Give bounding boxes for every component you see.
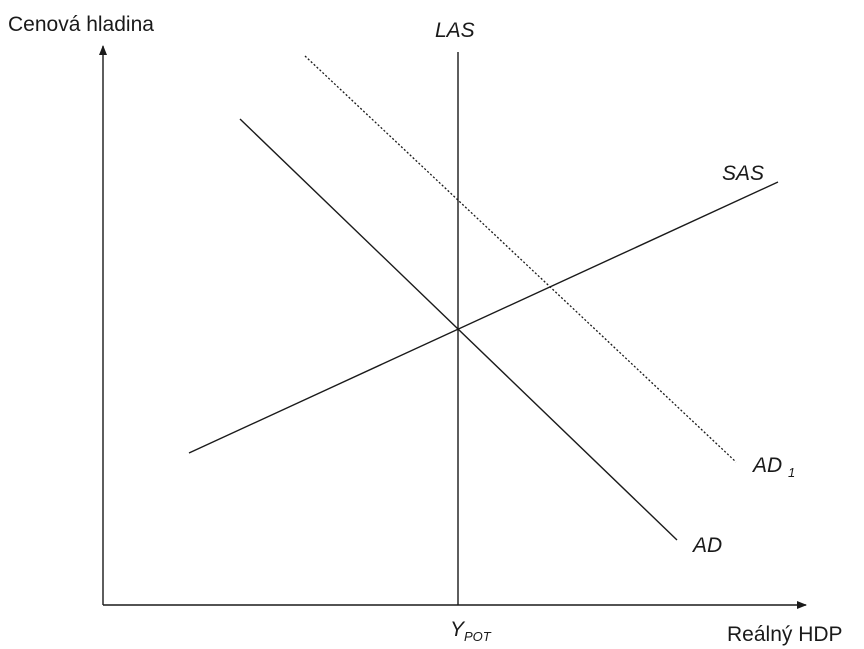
sas-line [188,181,779,454]
ad-line [239,118,678,541]
ypot-label: Y [450,618,466,641]
ypot-subscript: POT [464,629,492,644]
sas-label: SAS [722,162,764,185]
ad1-label: AD [751,454,782,477]
las-label: LAS [435,19,475,42]
ad1-line [304,55,737,463]
x-axis-label: Reálný HDP [727,623,843,646]
y-axis-label: Cenová hladina [8,13,154,36]
ad1-subscript: 1 [788,465,795,480]
ad-label: AD [691,534,722,557]
